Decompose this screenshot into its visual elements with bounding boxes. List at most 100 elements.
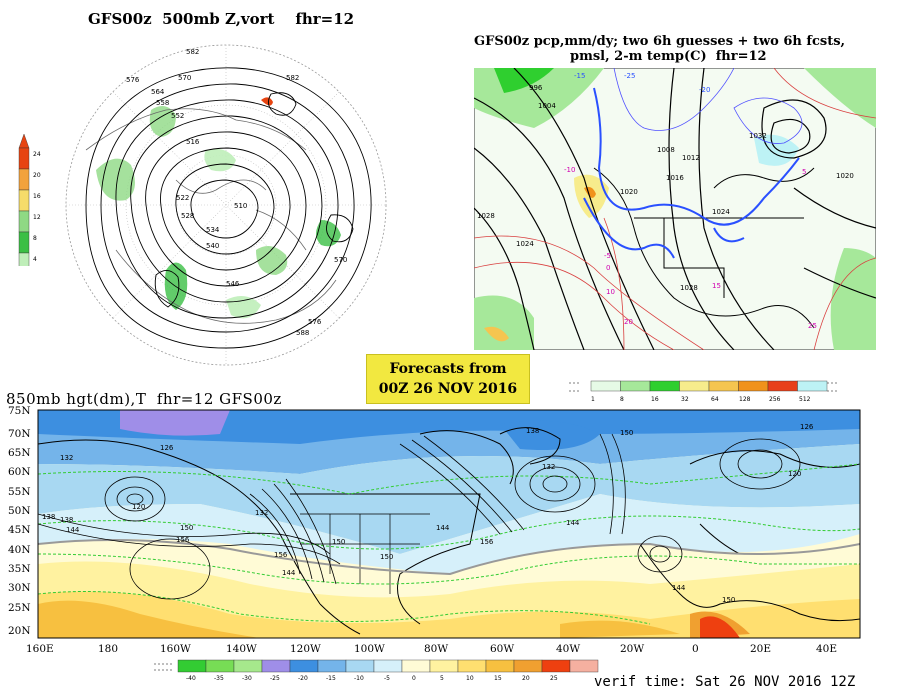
height-label: 150 [332,538,345,546]
height-contours-850 [38,433,801,600]
vort-colorbar-arrow [18,133,30,149]
lat-label: 35N [8,563,31,575]
pcp-colorbar-swatch [649,380,680,392]
pcp-tick: 256 [769,396,781,403]
temp-labels: -10 -5 0 5 10 15 20 25 [564,166,817,330]
pcp-tick: 1 [591,396,595,403]
temp-colorbar-swatch [261,659,291,673]
precip-panel-title-line1: GFS00z pcp,mm/dy; two 6h guesses + two 6… [474,34,846,49]
temp-colorbar-ticks: -40 -35 -30 -25 -20 -15 -10 -5 0 5 10 15… [186,675,558,682]
lat-label: 40N [8,544,31,556]
lon-label: 100W [354,643,385,655]
isobars [474,68,876,350]
pcp-tick: 32 [681,396,689,403]
contour-label: 552 [171,112,184,120]
height-label: 132 [542,463,555,471]
temp-label: 5 [802,168,806,176]
analysis-frame [37,409,861,639]
isobar-label: 1032 [749,132,767,140]
contour-label: 570 [334,256,347,264]
contour-label: 546 [226,280,240,288]
vort-colorbar-swatch [18,189,30,212]
t-tick: -20 [298,675,308,682]
contour-label: 576 [308,318,322,326]
height-contour-labels: 582 576 570 564 558 552 546 540 534 528 … [126,48,347,337]
isobar-label: 1024 [712,208,730,216]
t-tick: 25 [550,675,558,682]
vort-colorbar-swatch [18,168,30,191]
temp-label: -10 [564,166,575,174]
contour-label: 564 [151,88,165,96]
forecast-banner-line2: 00Z 26 NOV 2016 [378,381,518,397]
temp-colorbar-swatch [513,659,543,673]
isobar-label: 1020 [836,172,854,180]
temp-label: -25 [624,72,635,80]
isobar-label: 996 [529,84,543,92]
cold-isotherms [613,68,803,144]
lat-label: 75N [8,405,31,417]
verification-time: verif time: Sat 26 NOV 2016 12Z [594,674,856,690]
precip-colorbar: 1 8 16 32 64 128 256 512 [569,380,839,403]
contour-label: 516 [186,138,200,146]
height-label: 150 [180,524,193,532]
height-label: 138 [42,513,55,521]
temp-colorbar-swatch [373,659,403,673]
temp-colorbar-swatch [569,659,599,673]
isobar-label: 1020 [620,188,638,196]
precip-panel-title-line2: pmsl, 2-m temp(C) fhr=12 [570,49,767,64]
pcp-tick: 512 [799,396,811,403]
height-label: 144 [436,524,450,532]
height-label: 132 [60,454,73,462]
lon-label: 160E [26,643,54,655]
vort-colorbar-swatch [18,147,30,170]
lat-label: 45N [8,524,31,536]
isobar-label: 1024 [516,240,534,248]
vort-tick: 12 [33,214,41,221]
temp-label: -5 [604,252,611,260]
temp-label: 25 [808,322,817,330]
lat-label: 30N [8,582,31,594]
temp-label: 15 [712,282,721,290]
isobar-label: 1028 [680,284,698,292]
t-tick: -40 [186,675,196,682]
analysis-panel-title: 850mb hgt(dm),T fhr=12 GFS00z [6,390,282,408]
lon-label: 180 [98,643,118,655]
contour-label: 540 [206,242,219,250]
t-tick: 0 [412,675,416,682]
lat-label: 20N [8,625,31,637]
temp-label: -15 [574,72,585,80]
cold-temp-labels: -15 -20 -25 [574,72,710,94]
precip-map: 996 1004 1012 1020 1028 1008 1016 1024 1… [474,68,876,350]
height-label: 156 [274,551,288,559]
contour-label: 528 [181,212,194,220]
height-label: 150 [620,429,633,437]
vort-tick: 20 [33,172,41,179]
pcp-colorbar-swatch [767,380,798,392]
temp-colorbar-swatch [317,659,347,673]
temp-label: 20 [624,318,633,326]
lon-label: 40W [556,643,580,655]
height-label: 144 [282,569,296,577]
height-label: 138 [60,516,73,524]
height-labels-850: 126 132 138 144 150 156 120 132 138 144 … [42,423,814,604]
contour-label: 558 [156,99,169,107]
height-label: 132 [255,509,268,517]
temperature-colorbar: -40 -35 -30 -25 -20 -15 -10 -5 0 5 10 15… [154,659,599,682]
t-tick: 15 [494,675,502,682]
contour-label: 510 [234,202,247,210]
lon-label: 20E [750,643,771,655]
temp-label: 0 [606,264,610,272]
t-tick: -35 [214,675,224,682]
temp-colorbar-swatch [205,659,235,673]
isotherms [474,68,876,350]
vort-tick: 8 [33,235,37,242]
contour-label: 588 [296,329,309,337]
forecast-banner: Forecasts from 00Z 26 NOV 2016 [366,354,530,404]
vort-tick: 4 [33,256,37,263]
temp-colorbar-swatch [233,659,263,673]
t-tick: -25 [270,675,280,682]
contour-label: 522 [176,194,189,202]
lat-label: 25N [8,602,31,614]
lon-label: 60W [490,643,514,655]
height-label: 126 [160,444,174,452]
